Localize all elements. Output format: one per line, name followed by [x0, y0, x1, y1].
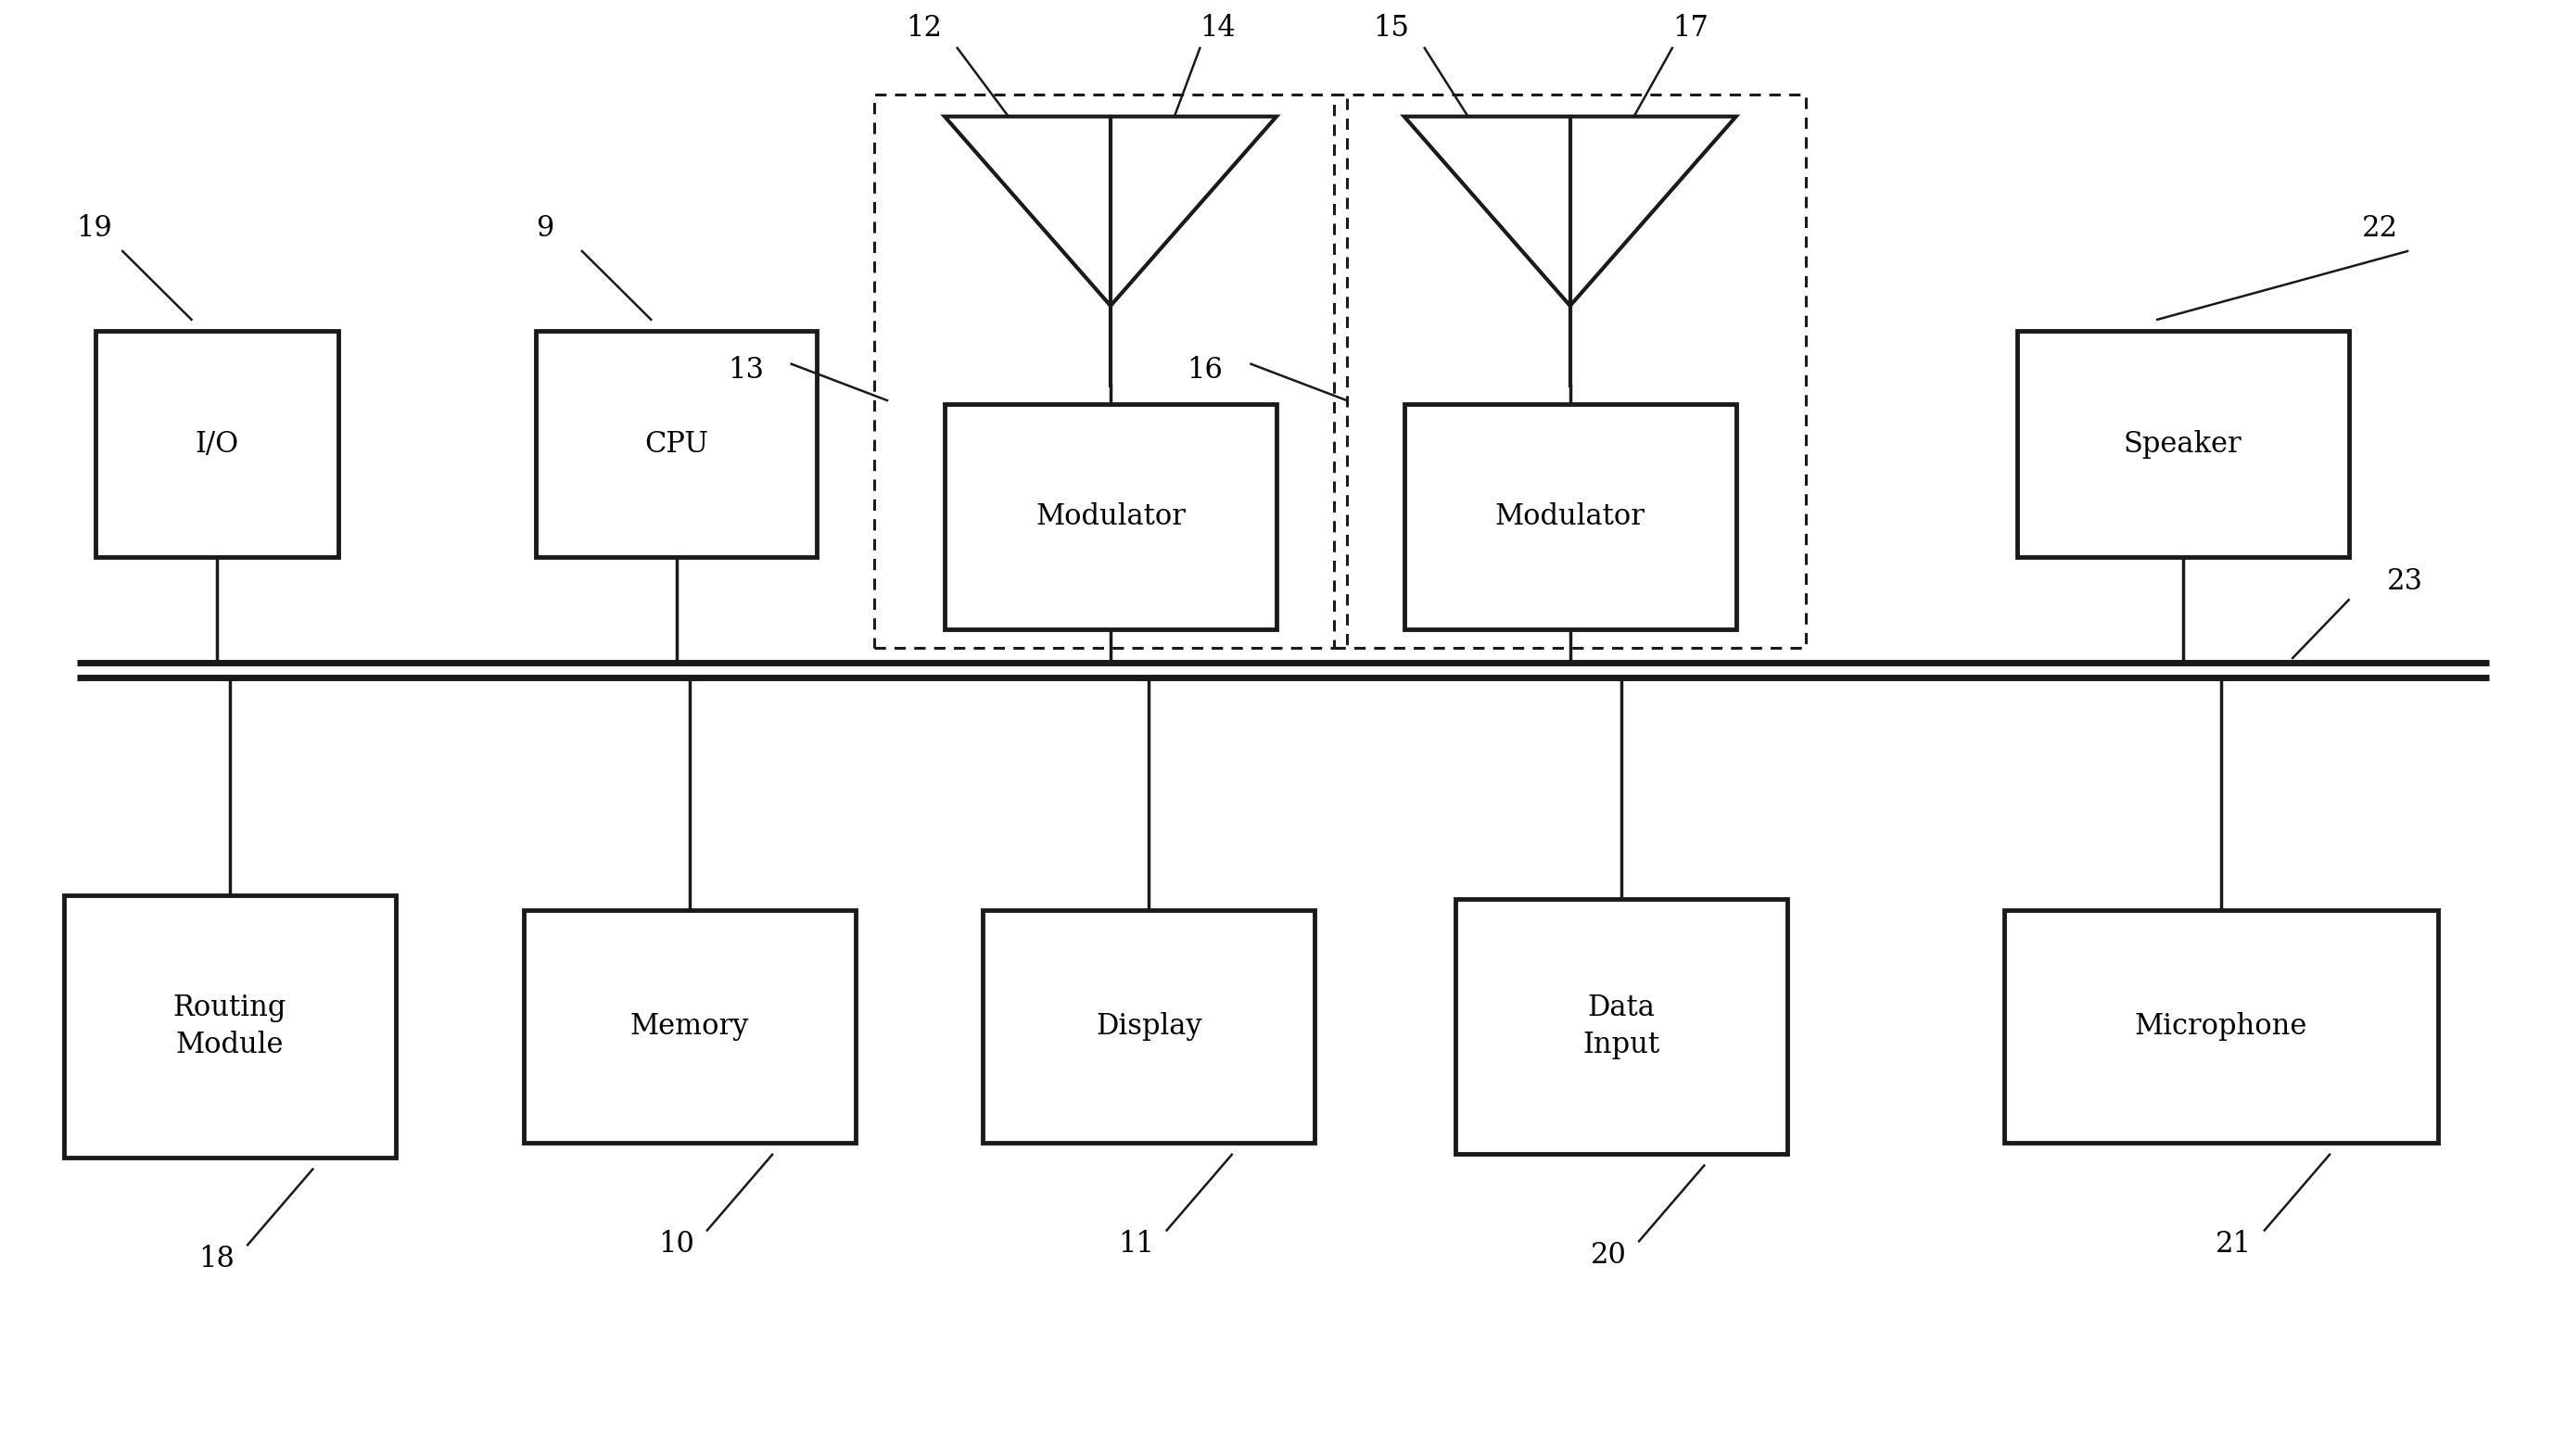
Text: Routing
Module: Routing Module — [174, 993, 286, 1060]
Text: Memory: Memory — [631, 1012, 748, 1041]
Text: 10: 10 — [659, 1230, 694, 1258]
Bar — [64, 895, 396, 1158]
Text: Speaker: Speaker — [2124, 430, 2242, 459]
Bar — [945, 403, 1276, 629]
Text: 12: 12 — [906, 15, 942, 42]
Bar — [1333, 95, 1808, 648]
Text: Modulator: Modulator — [1496, 502, 1644, 531]
Bar — [2017, 332, 2349, 558]
Bar — [1455, 900, 1787, 1153]
Polygon shape — [1404, 116, 1736, 306]
Text: 14: 14 — [1200, 15, 1236, 42]
Bar — [983, 910, 1315, 1143]
Bar — [97, 332, 337, 558]
Text: Microphone: Microphone — [2134, 1012, 2308, 1041]
Text: 11: 11 — [1118, 1230, 1154, 1258]
Text: Display: Display — [1095, 1012, 1202, 1041]
Text: CPU: CPU — [643, 430, 710, 459]
Text: 17: 17 — [1672, 15, 1708, 42]
Text: 19: 19 — [77, 214, 112, 243]
Text: 18: 18 — [199, 1245, 235, 1273]
Text: 13: 13 — [728, 357, 763, 384]
Text: 23: 23 — [2387, 568, 2423, 596]
Polygon shape — [945, 116, 1276, 306]
Text: 22: 22 — [2362, 214, 2397, 243]
Text: 21: 21 — [2216, 1230, 2252, 1258]
Bar — [873, 95, 1348, 648]
Bar — [2004, 910, 2438, 1143]
Text: 20: 20 — [1591, 1241, 1626, 1270]
Text: 15: 15 — [1374, 15, 1409, 42]
Text: Data
Input: Data Input — [1583, 993, 1659, 1060]
Bar — [1404, 403, 1736, 629]
Text: 16: 16 — [1187, 357, 1223, 384]
Text: I/O: I/O — [194, 430, 240, 459]
Bar — [523, 910, 855, 1143]
Bar — [536, 332, 817, 558]
Text: 9: 9 — [536, 214, 554, 243]
Text: Modulator: Modulator — [1037, 502, 1185, 531]
